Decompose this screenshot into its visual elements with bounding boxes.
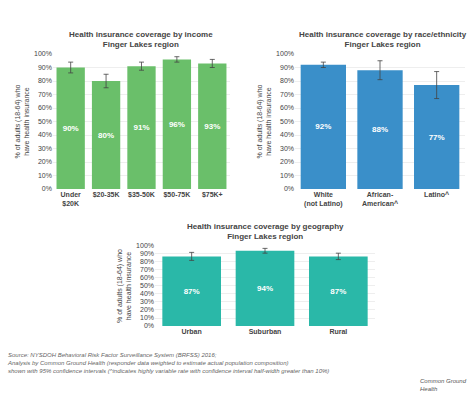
svg-text:White(not Latino): White(not Latino) <box>304 191 343 208</box>
svg-text:77%: 77% <box>429 133 445 142</box>
svg-text:50%: 50% <box>280 118 294 125</box>
svg-text:91%: 91% <box>133 123 149 132</box>
svg-text:% of adults (18-64) whohave he: % of adults (18-64) whohave health insur… <box>116 249 132 323</box>
svg-text:94%: 94% <box>257 284 273 293</box>
svg-text:30%: 30% <box>140 298 154 305</box>
svg-text:70%: 70% <box>280 91 294 98</box>
svg-text:% of adults (18-64) whohave he: % of adults (18-64) whohave health insur… <box>256 84 272 158</box>
svg-text:100%: 100% <box>136 242 154 249</box>
svg-text:African-American^: African-American^ <box>362 191 398 207</box>
svg-text:Latino^: Latino^ <box>424 191 449 198</box>
svg-text:Common GroundHealth: Common GroundHealth <box>420 378 467 392</box>
svg-text:90%: 90% <box>38 64 52 71</box>
svg-text:40%: 40% <box>38 131 52 138</box>
svg-text:70%: 70% <box>38 91 52 98</box>
svg-text:$35-50K: $35-50K <box>128 191 155 199</box>
svg-text:80%: 80% <box>38 77 52 84</box>
svg-text:Urban: Urban <box>182 328 202 335</box>
svg-text:90%: 90% <box>63 124 79 133</box>
svg-text:88%: 88% <box>372 125 388 134</box>
svg-text:80%: 80% <box>280 77 294 84</box>
svg-text:Health insurance coverage by r: Health insurance coverage by race/ethnic… <box>299 30 467 49</box>
svg-text:20%: 20% <box>140 306 154 313</box>
svg-text:20%: 20% <box>280 158 294 165</box>
svg-text:93%: 93% <box>204 122 220 131</box>
svg-text:90%: 90% <box>140 250 154 257</box>
svg-text:Suburban: Suburban <box>249 328 282 335</box>
svg-text:100%: 100% <box>276 50 294 57</box>
svg-text:70%: 70% <box>140 266 154 273</box>
svg-text:10%: 10% <box>280 172 294 179</box>
svg-text:30%: 30% <box>280 145 294 152</box>
svg-text:80%: 80% <box>140 258 154 265</box>
svg-text:40%: 40% <box>280 131 294 138</box>
svg-text:87%: 87% <box>184 287 200 296</box>
svg-text:% of adults (18-64) whohave he: % of adults (18-64) whohave health insur… <box>14 84 30 158</box>
svg-text:90%: 90% <box>280 64 294 71</box>
svg-text:0%: 0% <box>144 322 154 329</box>
svg-text:100%: 100% <box>34 50 52 57</box>
svg-text:92%: 92% <box>315 122 331 131</box>
svg-text:0%: 0% <box>42 185 52 192</box>
svg-text:30%: 30% <box>38 145 52 152</box>
svg-text:96%: 96% <box>169 120 185 129</box>
svg-text:60%: 60% <box>38 104 52 111</box>
svg-text:$50-75K: $50-75K <box>163 191 190 199</box>
svg-text:Under$20K: Under$20K <box>61 191 82 208</box>
svg-text:Health insurance coverage by g: Health insurance coverage by geographyFi… <box>187 222 344 241</box>
svg-text:Health insurance coverage by i: Health insurance coverage by incomeFinge… <box>69 30 213 49</box>
svg-text:60%: 60% <box>280 104 294 111</box>
svg-text:$20-35K: $20-35K <box>93 191 120 199</box>
svg-text:Source: NYSDOH Behavioral Risk: Source: NYSDOH Behavioral Risk Factor Su… <box>7 352 329 374</box>
svg-text:10%: 10% <box>38 172 52 179</box>
svg-text:50%: 50% <box>140 282 154 289</box>
svg-text:80%: 80% <box>98 131 114 140</box>
svg-text:0%: 0% <box>284 185 294 192</box>
svg-text:87%: 87% <box>330 287 346 296</box>
svg-text:10%: 10% <box>140 314 154 321</box>
svg-text:Rural: Rural <box>329 328 347 335</box>
svg-text:50%: 50% <box>38 118 52 125</box>
svg-text:60%: 60% <box>140 274 154 281</box>
svg-text:20%: 20% <box>38 158 52 165</box>
svg-text:40%: 40% <box>140 290 154 297</box>
svg-text:$75K+: $75K+ <box>202 191 223 199</box>
